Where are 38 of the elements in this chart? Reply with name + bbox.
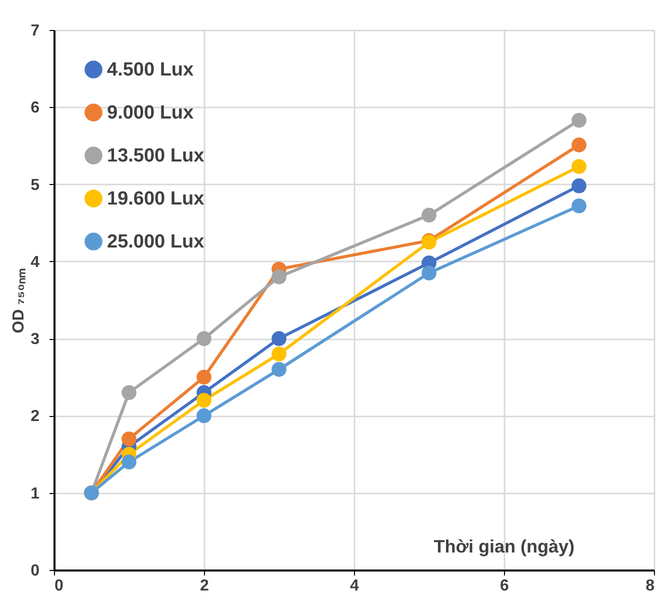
- y-tick-label: 7: [30, 22, 40, 40]
- point: [572, 198, 586, 214]
- point: [122, 454, 136, 470]
- legend-label: 4.500 Lux: [107, 60, 194, 80]
- point: [572, 112, 586, 128]
- x-tick-label: 0: [54, 578, 64, 594]
- point: [422, 266, 436, 280]
- y-tick-label: 2: [30, 408, 40, 426]
- point: [272, 362, 286, 377]
- legend-label: 19.600 Lux: [107, 188, 205, 210]
- legend-label: 13.500 Lux: [107, 146, 205, 166]
- y-tick-label: 6: [30, 100, 40, 117]
- y-tick-label: 4: [30, 254, 40, 271]
- y-tick-label: 3: [30, 331, 40, 348]
- y-tick-label: 0: [30, 562, 40, 580]
- point: [272, 269, 286, 284]
- point: [572, 138, 586, 152]
- point: [196, 392, 212, 408]
- legend-label: 9.000 Lux: [107, 102, 194, 124]
- point: [196, 370, 212, 385]
- point: [122, 385, 136, 400]
- y-tick-label: 5: [30, 176, 40, 194]
- y-tick-label: 1: [30, 485, 40, 502]
- point: [196, 408, 212, 424]
- point: [272, 346, 286, 362]
- legend-label: 25.000 Lux: [107, 232, 205, 252]
- point: [122, 431, 136, 446]
- point: [272, 331, 286, 346]
- x-tick-label: 8: [646, 578, 655, 594]
- x-tick-label: 4: [350, 578, 360, 594]
- x-axis-title: Thời gian (ngày): [434, 536, 574, 556]
- point: [572, 159, 586, 174]
- x-tick-label: 6: [500, 578, 510, 594]
- point: [572, 178, 586, 194]
- point: [196, 331, 212, 346]
- x-tick-label: 2: [200, 578, 210, 594]
- point: [422, 208, 436, 223]
- y-axis-title: OD ₇₅₀ₙₘ: [10, 268, 28, 334]
